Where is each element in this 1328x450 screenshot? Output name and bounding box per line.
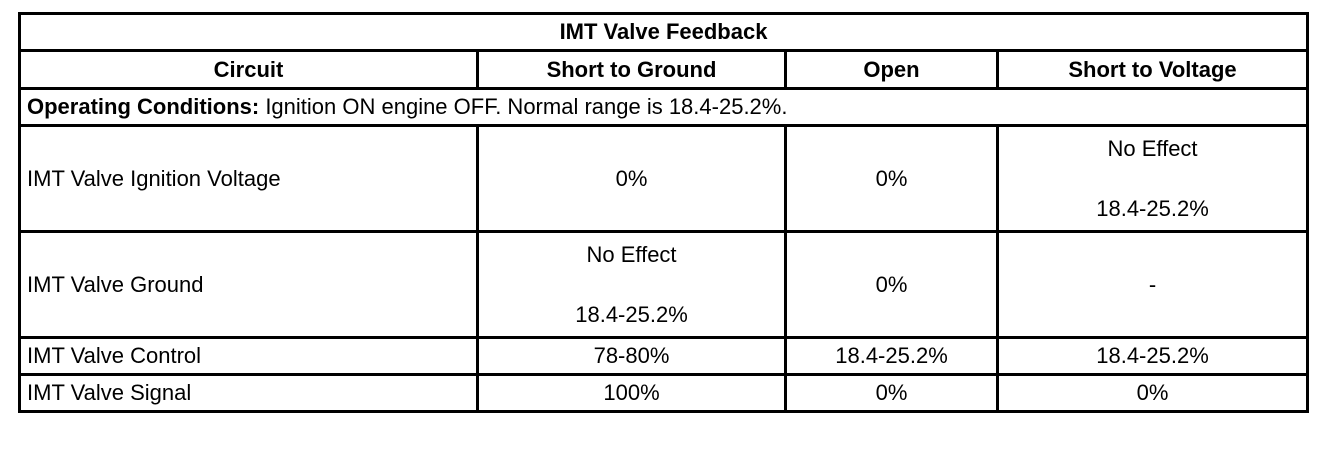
table-title: IMT Valve Feedback [18, 12, 1309, 52]
table-title-row: IMT Valve Feedback [18, 12, 1309, 52]
circuit-cell: IMT Valve Ground [18, 230, 479, 339]
table-row: IMT Valve Ignition Voltage 0% 0% No Effe… [18, 124, 1309, 233]
short-to-voltage-line-1: No Effect [1107, 135, 1198, 161]
short-to-ground-cell: 0% [476, 124, 787, 233]
circuit-cell: IMT Valve Control [18, 336, 479, 376]
column-header-short-to-voltage: Short to Voltage [996, 49, 1309, 90]
column-header-short-to-ground: Short to Ground [476, 49, 787, 90]
short-to-voltage-cell: No Effect 18.4-25.2% [996, 124, 1309, 233]
short-to-ground-line-1: No Effect [586, 241, 677, 267]
short-to-voltage-cell: - [996, 230, 1309, 339]
operating-conditions-text: Ignition ON engine OFF. Normal range is … [259, 94, 788, 119]
short-to-ground-line-2: 18.4-25.2% [575, 301, 688, 327]
column-header-circuit: Circuit [18, 49, 479, 90]
table-row: IMT Valve Control 78-80% 18.4-25.2% 18.4… [18, 336, 1309, 376]
open-cell: 18.4-25.2% [784, 336, 999, 376]
open-cell: 0% [784, 124, 999, 233]
table-row: IMT Valve Ground No Effect 18.4-25.2% 0%… [18, 230, 1309, 339]
short-to-ground-cell: No Effect 18.4-25.2% [476, 230, 787, 339]
operating-conditions-row: Operating Conditions: Ignition ON engine… [18, 87, 1309, 127]
short-to-ground-cell: 100% [476, 373, 787, 413]
operating-conditions-label: Operating Conditions: [27, 94, 260, 119]
short-to-voltage-cell: 0% [996, 373, 1309, 413]
table-row: IMT Valve Signal 100% 0% 0% [18, 373, 1309, 413]
column-header-open: Open [784, 49, 999, 90]
circuit-cell: IMT Valve Ignition Voltage [18, 124, 479, 233]
operating-conditions: Operating Conditions: Ignition ON engine… [18, 87, 1309, 127]
open-cell: 0% [784, 373, 999, 413]
short-to-voltage-line-2: 18.4-25.2% [1096, 195, 1209, 221]
open-cell: 0% [784, 230, 999, 339]
circuit-cell: IMT Valve Signal [18, 373, 479, 413]
short-to-voltage-cell: 18.4-25.2% [996, 336, 1309, 376]
imt-valve-feedback-table: IMT Valve Feedback Circuit Short to Grou… [18, 12, 1309, 413]
table-header-row: Circuit Short to Ground Open Short to Vo… [18, 49, 1309, 90]
short-to-ground-cell: 78-80% [476, 336, 787, 376]
